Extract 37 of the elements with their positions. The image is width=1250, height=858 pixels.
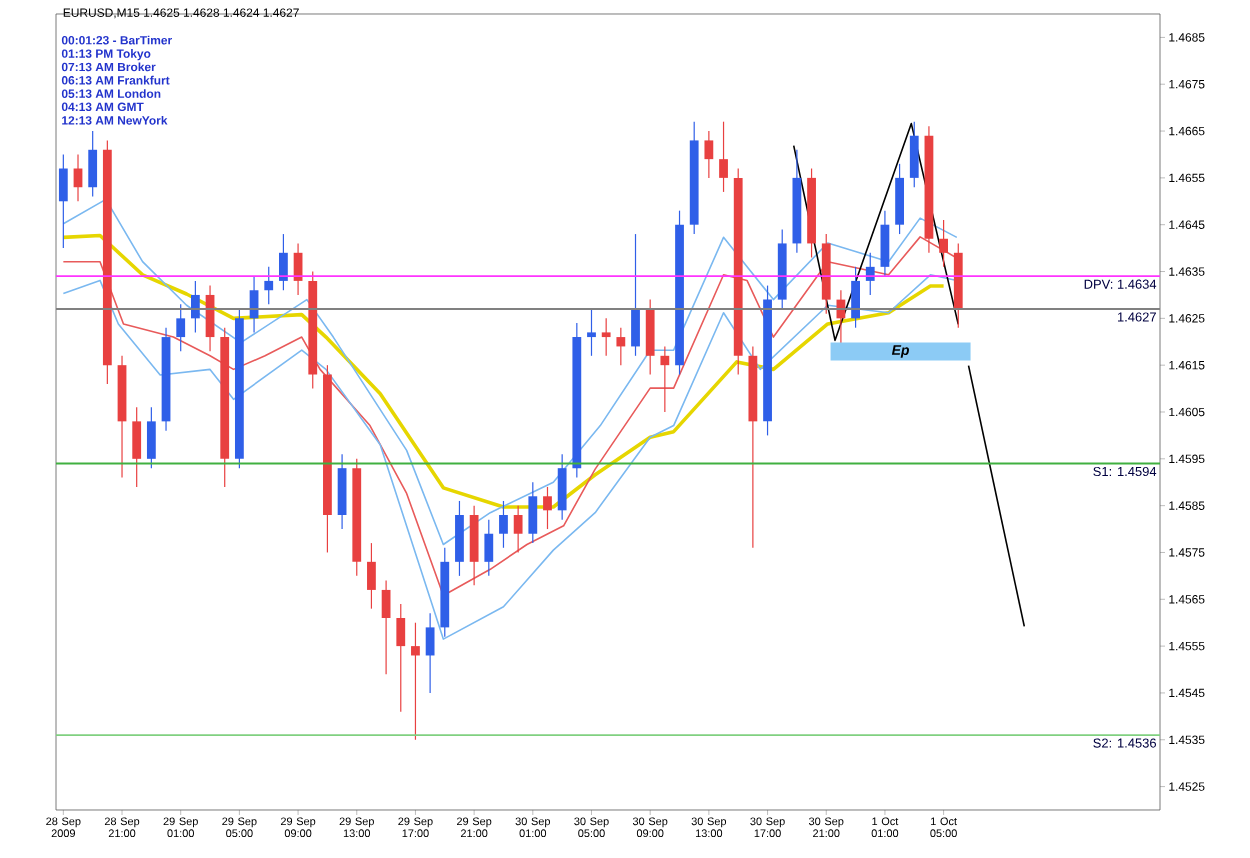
candlestick [425, 612, 435, 694]
candlestick [880, 210, 890, 277]
line-series [62, 198, 958, 546]
candlestick [396, 603, 406, 713]
candlestick [513, 505, 523, 554]
candlestick [660, 345, 670, 413]
candlestick [88, 130, 98, 198]
candlestick [499, 500, 508, 549]
candlestick [146, 406, 156, 469]
candlestick [58, 153, 68, 249]
candlestick [557, 453, 567, 521]
candlestick [939, 219, 949, 268]
candlestick [616, 327, 626, 366]
candlestick [484, 519, 494, 577]
candlestick [528, 481, 538, 544]
candlestick [587, 308, 596, 357]
candlestick [337, 453, 347, 530]
candlestick [132, 406, 142, 488]
candlestick [176, 303, 186, 352]
candlestick [719, 121, 728, 193]
candlestick [279, 233, 288, 291]
candlestick [381, 579, 391, 675]
candlestick [264, 266, 274, 305]
candlestick [631, 233, 640, 357]
candlestick [909, 121, 919, 188]
candlestick [469, 505, 479, 586]
candlestick [601, 317, 611, 357]
candlestick [645, 299, 655, 376]
candlestick [455, 500, 464, 577]
candlestick [543, 486, 552, 530]
line-series [61, 233, 946, 509]
candlestick [411, 622, 420, 741]
candlestick [190, 280, 200, 333]
candlestick [367, 542, 376, 610]
candlestick [895, 163, 904, 235]
candlestick [851, 266, 860, 329]
candlestick [704, 130, 714, 179]
